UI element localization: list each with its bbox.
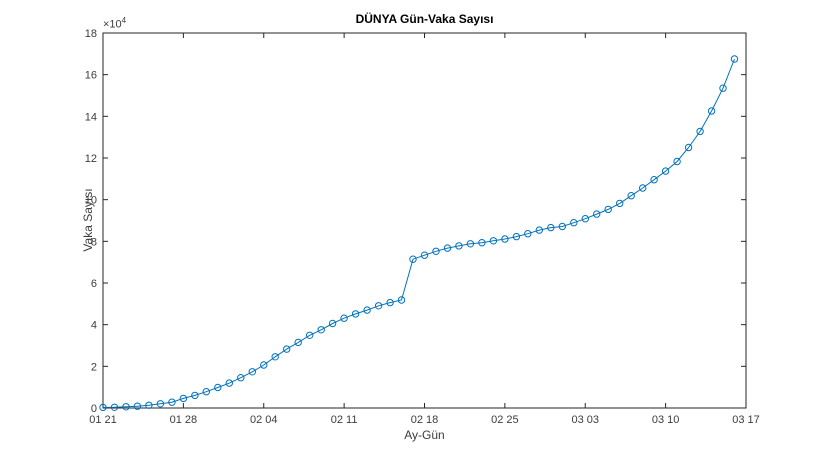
x-tick-label: 01 28 bbox=[170, 414, 198, 426]
data-point-marker bbox=[156, 400, 165, 408]
data-point-marker bbox=[409, 255, 417, 263]
data-point-marker bbox=[661, 167, 670, 175]
data-point-marker bbox=[110, 403, 119, 411]
y-tick-label: 0 bbox=[91, 403, 97, 415]
data-point-marker bbox=[351, 310, 360, 318]
data-point-marker bbox=[214, 383, 222, 392]
data-point-marker bbox=[122, 403, 130, 411]
chart-title: DÜNYA Gün-Vaka Sayısı bbox=[355, 12, 494, 26]
data-point-marker bbox=[616, 199, 624, 208]
data-point-marker bbox=[593, 210, 601, 218]
data-point-marker bbox=[730, 55, 739, 63]
y-tick-label: 4 bbox=[91, 320, 97, 332]
data-point-marker bbox=[466, 240, 475, 248]
data-point-marker bbox=[397, 296, 406, 304]
data-point-marker bbox=[696, 127, 704, 136]
data-point-marker bbox=[328, 319, 337, 328]
data-point-marker bbox=[719, 84, 727, 92]
data-point-marker bbox=[202, 388, 211, 396]
data-point-marker bbox=[478, 239, 486, 247]
data-point-marker bbox=[535, 226, 543, 234]
data-point-marker bbox=[443, 244, 452, 252]
data-point-marker bbox=[145, 401, 153, 409]
data-point-marker bbox=[225, 379, 234, 387]
data-point-marker bbox=[420, 251, 429, 259]
data-point-marker bbox=[432, 247, 440, 256]
y-tick-label: 10 bbox=[85, 195, 97, 207]
y-tick-label: 12 bbox=[85, 153, 97, 165]
data-point-marker bbox=[363, 306, 371, 314]
y-tick-label: 14 bbox=[85, 111, 97, 123]
data-point-marker bbox=[191, 391, 199, 400]
data-point-marker bbox=[455, 242, 463, 250]
data-point-marker bbox=[386, 298, 394, 307]
x-tick-label: 03 03 bbox=[571, 414, 599, 426]
data-point-marker bbox=[271, 353, 279, 361]
data-point-marker bbox=[684, 143, 693, 152]
data-point-marker bbox=[639, 184, 647, 192]
x-tick-label: 01 21 bbox=[89, 414, 117, 426]
x-axis-label: Ay-Gün bbox=[404, 428, 445, 442]
data-point-marker bbox=[512, 232, 521, 241]
y-tick-label: 6 bbox=[91, 278, 97, 290]
x-tick-label: 02 11 bbox=[331, 414, 358, 426]
data-point-marker bbox=[558, 222, 566, 231]
data-point-marker bbox=[283, 345, 291, 353]
data-point-marker bbox=[707, 107, 716, 115]
data-point-marker bbox=[489, 237, 498, 245]
axes-box bbox=[102, 32, 747, 409]
data-point-marker bbox=[673, 157, 681, 166]
y-axis-multiplier-base: ×10 bbox=[103, 18, 122, 31]
data-point-marker bbox=[570, 219, 578, 227]
data-point-marker bbox=[604, 205, 612, 214]
data-point-marker bbox=[306, 331, 314, 339]
data-point-marker bbox=[248, 368, 257, 376]
y-tick-label: 8 bbox=[91, 236, 97, 248]
x-tick-label: 03 10 bbox=[652, 414, 680, 426]
data-point-marker bbox=[179, 394, 188, 403]
data-point-marker bbox=[340, 314, 348, 322]
y-tick-label: 2 bbox=[91, 361, 97, 373]
data-point-marker bbox=[581, 215, 589, 223]
data-point-marker bbox=[317, 326, 325, 334]
x-tick-label: 02 25 bbox=[491, 414, 519, 426]
case-count-line bbox=[102, 58, 735, 408]
data-point-marker bbox=[260, 361, 268, 369]
data-point-marker bbox=[237, 374, 245, 382]
data-point-marker bbox=[650, 176, 658, 184]
x-tick-label: 02 18 bbox=[411, 414, 439, 426]
data-point-marker bbox=[501, 235, 509, 243]
y-axis-multiplier: ×104 bbox=[103, 16, 126, 31]
data-point-marker bbox=[374, 302, 383, 310]
data-point-marker bbox=[99, 403, 107, 412]
data-point-marker bbox=[168, 398, 176, 406]
data-point-marker bbox=[627, 192, 635, 200]
data-point-marker bbox=[133, 402, 142, 410]
y-axis-multiplier-exponent: 4 bbox=[121, 16, 127, 25]
x-tick-label: 03 17 bbox=[732, 414, 760, 426]
data-point-marker bbox=[524, 230, 532, 238]
y-tick-label: 16 bbox=[85, 70, 97, 82]
y-tick-label: 18 bbox=[85, 28, 97, 40]
data-point-marker bbox=[294, 338, 302, 347]
x-tick-label: 02 04 bbox=[250, 414, 278, 426]
data-point-marker bbox=[547, 223, 555, 232]
